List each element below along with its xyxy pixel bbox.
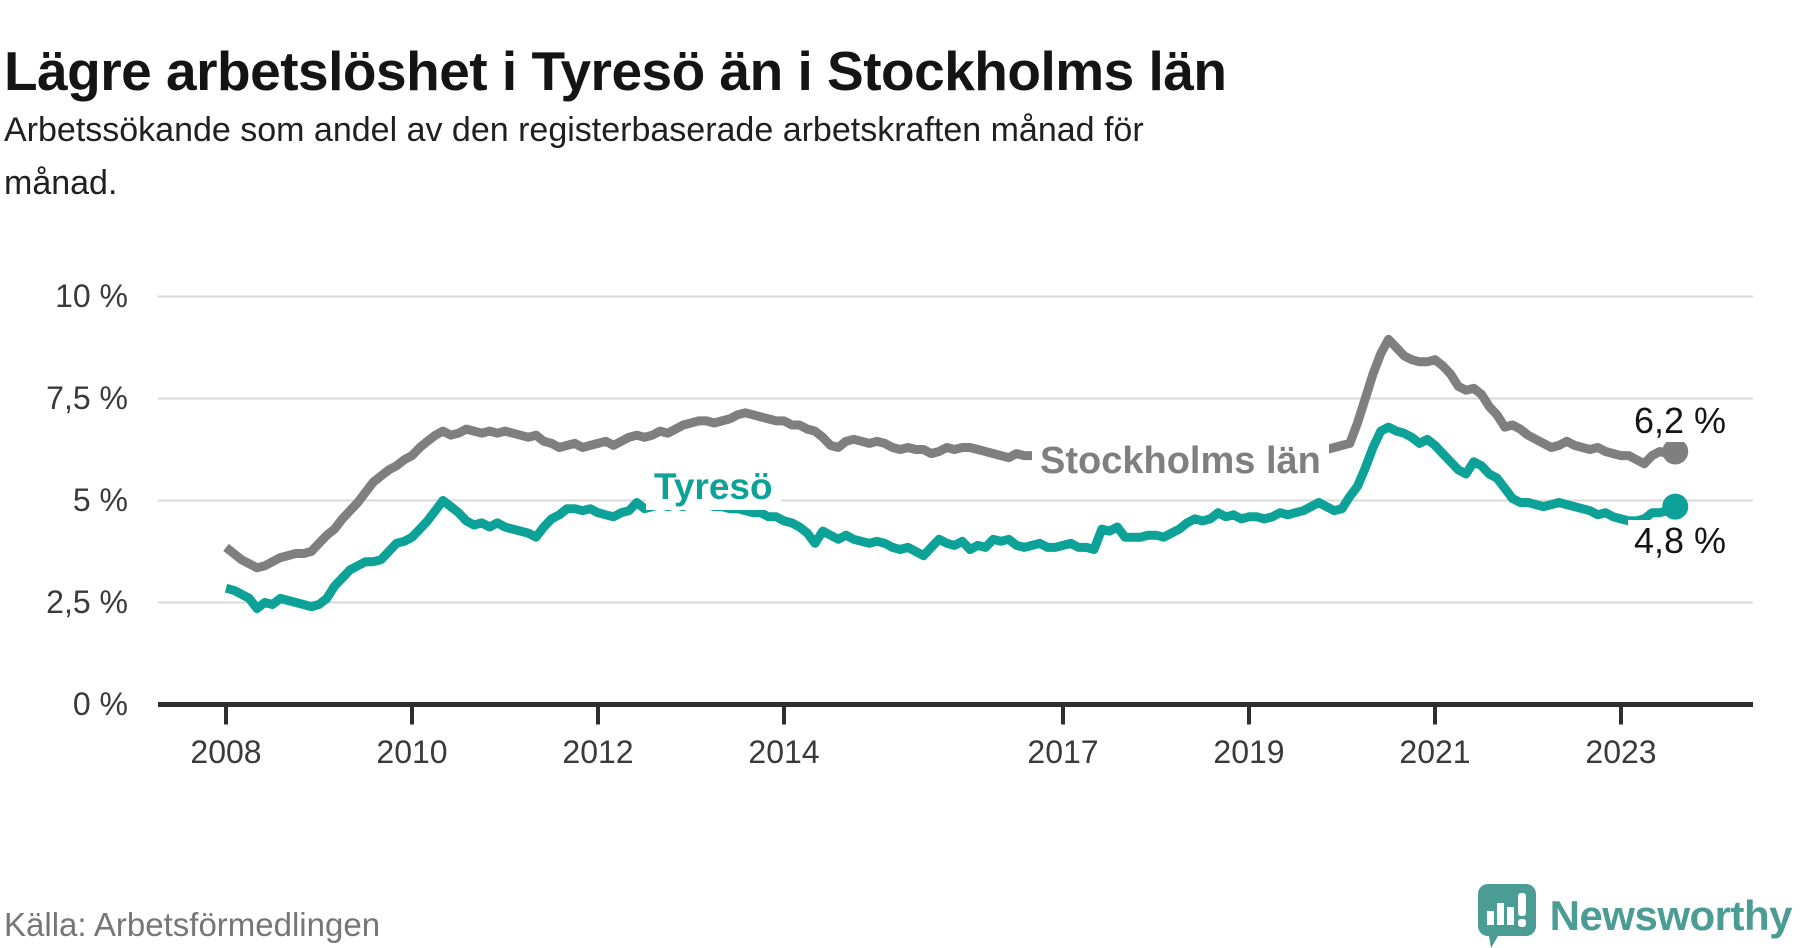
page-title: Lägre arbetslöshet i Tyresö än i Stockho… [4,39,1227,102]
y-tick-10: 10 % [55,278,128,314]
x-tick-2008: 2008 [190,734,262,770]
series-line-stockholms-lan [223,334,1677,573]
x-tick-2010: 2010 [376,734,448,770]
x-tick-2014: 2014 [748,734,820,770]
y-tick-2-5: 2,5 % [46,584,128,620]
newsworthy-logo-icon [1477,884,1536,948]
newsworthy-brand-text: Newsworthy [1549,892,1793,939]
series-label-tyreso: Tyresö [646,464,781,510]
series-label-stockholms-lan: Stockholms län [1032,438,1329,485]
x-tick-2023: 2023 [1585,734,1657,770]
y-tick-5: 5 % [72,482,128,518]
end-value-label-tyreso: 4,8 % [1628,520,1733,562]
x-tick-2019: 2019 [1213,734,1285,770]
series-line-tyreso [224,422,1678,614]
x-tick-2017: 2017 [1027,734,1099,770]
source-note: Källa: Arbetsförmedlingen [4,906,381,943]
subtitle-line-2: månad. [4,163,118,202]
x-tick-2012: 2012 [562,734,634,770]
end-value-label-stockholms-lan: 6,2 % [1628,400,1733,442]
chart-subtitle: Arbetssökande som andel av den registerb… [4,104,1504,209]
x-tick-2021: 2021 [1399,734,1471,770]
y-tick-0: 0 % [72,686,128,722]
end-dot-tyreso [1662,493,1689,520]
y-tick-7-5: 7,5 % [46,380,128,416]
subtitle-line-1: Arbetssökande som andel av den registerb… [4,111,1144,149]
end-dot-stockholms-lan [1662,438,1689,465]
newsworthy-brand: Newsworthy [1477,884,1793,948]
